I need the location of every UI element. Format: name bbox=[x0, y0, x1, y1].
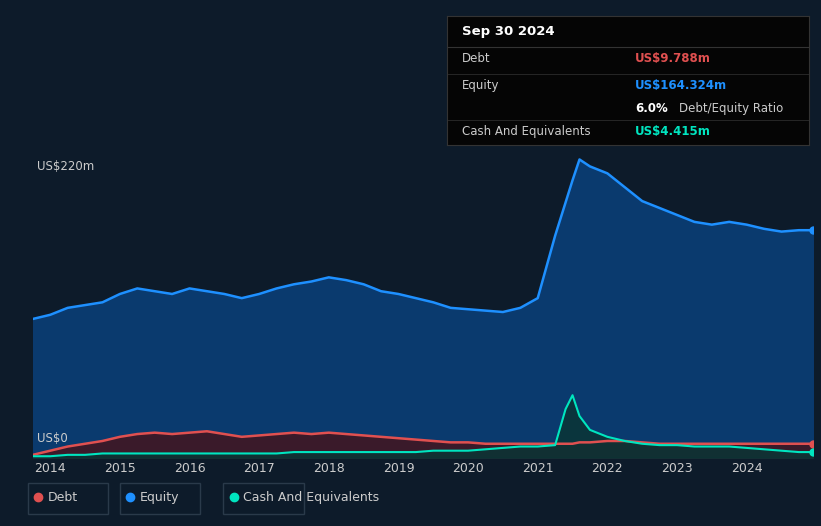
Text: US$220m: US$220m bbox=[37, 160, 94, 173]
Text: Debt: Debt bbox=[48, 491, 78, 503]
Text: US$0: US$0 bbox=[37, 432, 67, 446]
Text: Debt/Equity Ratio: Debt/Equity Ratio bbox=[679, 102, 783, 115]
Text: Equity: Equity bbox=[140, 491, 180, 503]
Text: Equity: Equity bbox=[462, 79, 499, 92]
Text: Cash And Equivalents: Cash And Equivalents bbox=[244, 491, 379, 503]
Text: Cash And Equivalents: Cash And Equivalents bbox=[462, 125, 590, 138]
Text: US$4.415m: US$4.415m bbox=[635, 125, 711, 138]
FancyBboxPatch shape bbox=[120, 483, 200, 513]
Text: US$164.324m: US$164.324m bbox=[635, 79, 727, 92]
Text: US$9.788m: US$9.788m bbox=[635, 52, 711, 65]
Text: Sep 30 2024: Sep 30 2024 bbox=[462, 25, 554, 38]
FancyBboxPatch shape bbox=[223, 483, 304, 513]
Text: Debt: Debt bbox=[462, 52, 490, 65]
Text: 6.0%: 6.0% bbox=[635, 102, 668, 115]
FancyBboxPatch shape bbox=[28, 483, 108, 513]
